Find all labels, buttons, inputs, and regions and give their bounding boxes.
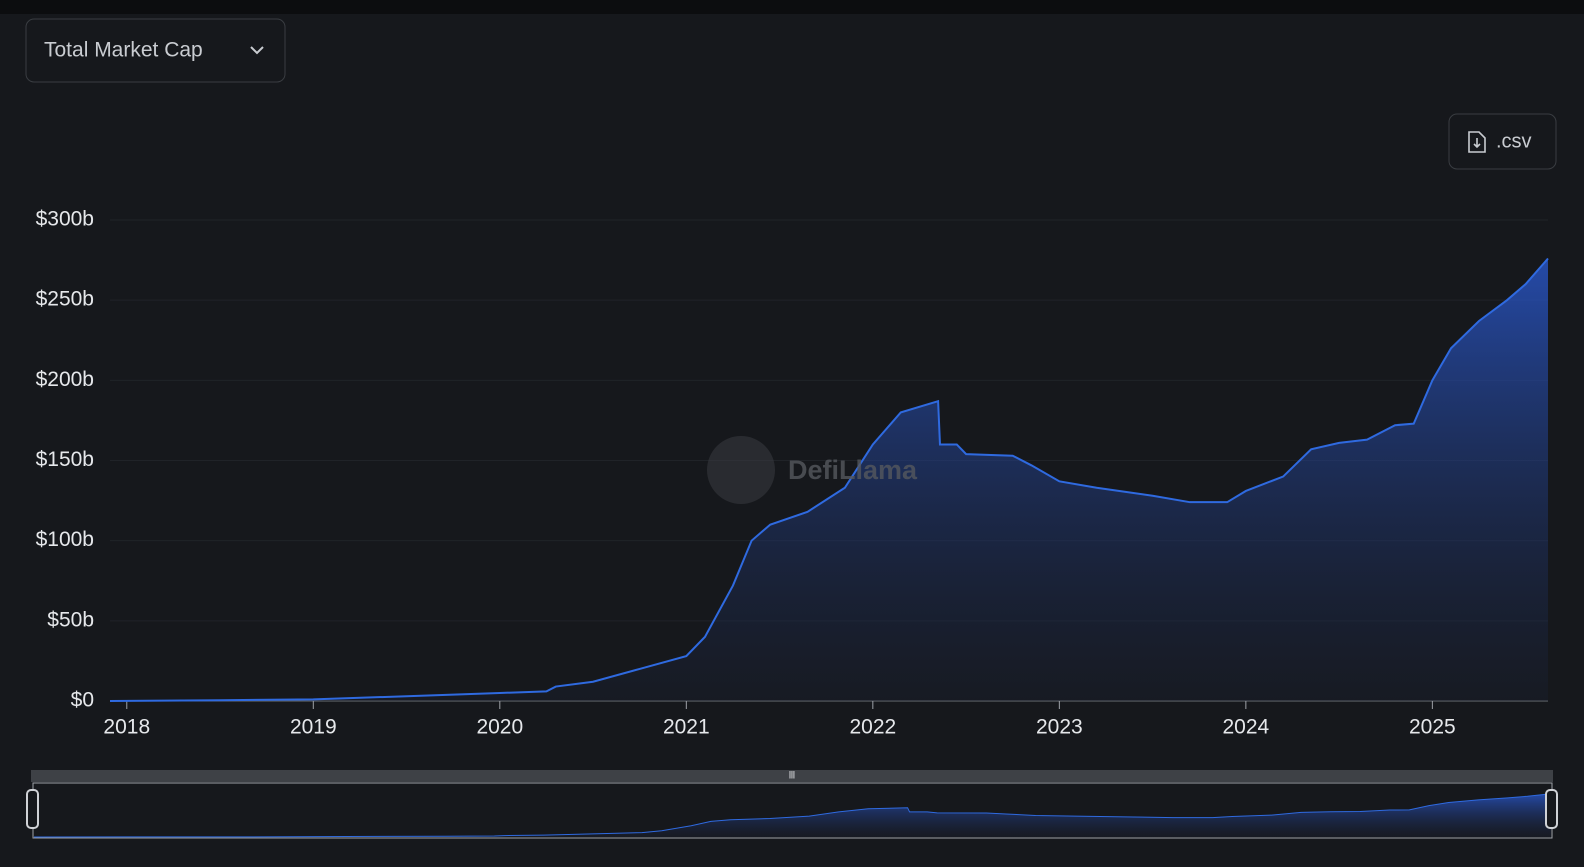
brush-grip: Ⅲ — [789, 771, 796, 782]
brush-preview-line — [33, 793, 1552, 838]
y-tick-label: $200b — [36, 368, 94, 391]
y-tick-label: $150b — [36, 448, 94, 471]
csv-icon-arrow — [1473, 138, 1481, 149]
x-tick-label: 2019 — [290, 716, 337, 739]
dropdown-label[interactable]: Total Market Cap — [44, 39, 203, 62]
watermark-logo — [707, 436, 775, 504]
top-strip — [0, 0, 1584, 14]
x-tick-label: 2018 — [103, 716, 150, 739]
csv-icon — [1468, 131, 1486, 153]
area — [110, 258, 1548, 701]
brush-preview-group — [33, 793, 1552, 838]
x-tick-label: 2025 — [1409, 716, 1456, 739]
watermark: DefiLlama — [788, 455, 918, 485]
line — [109, 257, 1549, 702]
brush-preview-area — [34, 793, 1551, 837]
y-tick-label: $100b — [36, 528, 94, 551]
y-tick-label: $250b — [36, 288, 94, 311]
x-tick-label: 2023 — [1036, 716, 1083, 739]
brush-track[interactable] — [31, 770, 1553, 782]
csv-button[interactable] — [1448, 113, 1557, 170]
x-tick-label: 2022 — [849, 716, 896, 739]
x-tick-label: 2020 — [476, 716, 523, 739]
x-tick-label: 2024 — [1222, 716, 1269, 739]
brush-handle[interactable] — [26, 789, 39, 829]
dropdown-caret — [250, 46, 264, 55]
brush-handle[interactable] — [1545, 789, 1558, 829]
y-tick-label: $0 — [71, 689, 94, 712]
x-tick-label: 2021 — [663, 716, 710, 739]
dropdown[interactable] — [25, 18, 286, 83]
csv-label[interactable]: .csv — [1496, 130, 1532, 152]
plot: $0 $50b $100b $150b $200b $250b $300b 2018 2019 2… — [36, 208, 1549, 739]
y-tick-label: $50b — [47, 608, 94, 631]
y-tick-label: $300b — [36, 208, 94, 231]
